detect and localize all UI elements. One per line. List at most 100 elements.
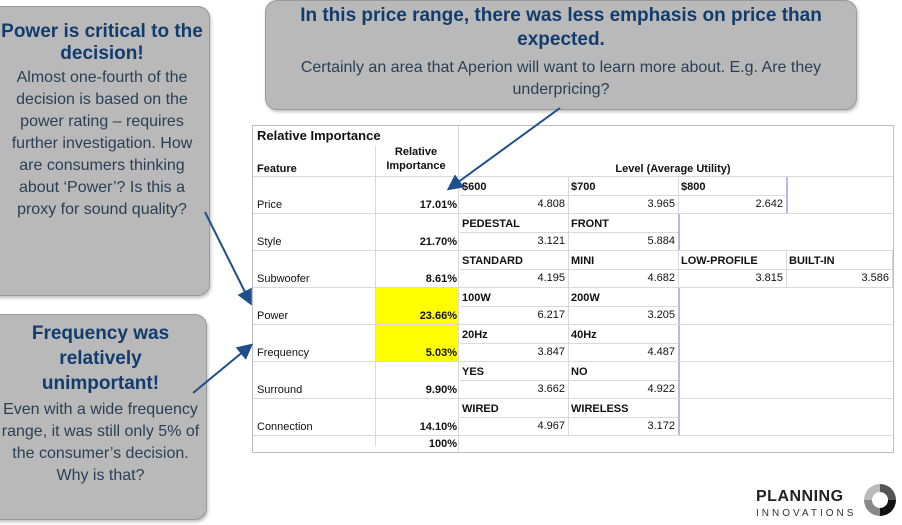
level-value: 4.967 <box>537 420 565 432</box>
level-label: $600 <box>462 181 487 193</box>
highlight-power <box>376 288 458 324</box>
logo-text-planning: PLANNING <box>756 488 844 505</box>
table-title: Relative Importance <box>257 128 381 143</box>
level-cell-divider <box>679 269 787 270</box>
row-divider <box>253 287 893 288</box>
callout-frequency-heading: Frequency was relatively unimportant! <box>31 323 170 394</box>
divider-feature-importance <box>375 146 376 446</box>
level-cell-divider <box>460 269 569 270</box>
callout-frequency-body: Even with a wide frequency range, it was… <box>1 401 200 484</box>
callout-price-heading: In this price range, there was less emph… <box>300 5 822 50</box>
level-label: PEDESTAL <box>462 218 520 230</box>
level-cell-divider <box>460 417 569 418</box>
level-end-marker <box>678 399 680 435</box>
level-label: MINI <box>571 255 595 267</box>
logo-mark-icon <box>864 484 896 516</box>
level-cell-border <box>568 362 569 398</box>
level-cell-divider <box>679 195 787 196</box>
level-value: 6.217 <box>537 309 565 321</box>
level-cell-divider <box>569 343 679 344</box>
feature-style: Style <box>257 236 282 248</box>
level-value: 3.965 <box>647 198 675 210</box>
level-cell-border <box>568 325 569 361</box>
importance-total: 100% <box>428 438 457 450</box>
feature-power: Power <box>257 310 289 322</box>
header-importance-line1: Relative <box>394 146 438 158</box>
divider-importance-levels <box>458 126 459 452</box>
importance-frequency: 5.03% <box>425 347 457 359</box>
level-value: 3.662 <box>537 383 565 395</box>
feature-connection: Connection <box>257 421 313 433</box>
arrow-power <box>204 211 252 306</box>
row-divider <box>253 361 893 362</box>
level-value: 3.172 <box>647 420 675 432</box>
importance-subwoofer: 8.61% <box>425 273 457 285</box>
importance-connection: 14.10% <box>419 421 457 433</box>
level-value: 4.682 <box>647 272 675 284</box>
level-cell-divider <box>569 380 679 381</box>
level-cell-divider <box>460 195 569 196</box>
level-end-marker <box>678 325 680 361</box>
level-value: 4.487 <box>647 346 675 358</box>
level-cell-divider <box>569 306 679 307</box>
level-end-marker <box>786 177 788 213</box>
level-cell-divider <box>569 232 679 233</box>
level-value: 4.922 <box>647 383 675 395</box>
level-cell-border <box>568 251 569 287</box>
relative-importance-table: Relative Importance Feature Relative Impor… <box>252 125 894 453</box>
feature-subwoofer: Subwoofer <box>257 273 310 285</box>
level-cell-divider <box>569 195 679 196</box>
importance-price: 17.01% <box>419 199 457 211</box>
level-label: 40Hz <box>571 329 597 341</box>
importance-power: 23.66% <box>419 310 457 322</box>
level-cell-border <box>678 251 679 287</box>
row-divider <box>253 398 893 399</box>
divider-header <box>253 176 893 177</box>
level-label: YES <box>462 366 485 378</box>
level-end-marker <box>678 214 680 250</box>
level-cell-border <box>678 177 679 213</box>
level-value: 5.884 <box>647 235 675 247</box>
level-value: 3.847 <box>537 346 565 358</box>
level-label: $800 <box>681 181 706 193</box>
level-label: 100W <box>462 292 491 304</box>
feature-surround: Surround <box>257 384 303 396</box>
level-cell-border <box>786 251 787 287</box>
level-label: BUILT-IN <box>789 255 835 267</box>
level-label: STANDARD <box>462 255 523 267</box>
level-cell-border <box>892 251 893 287</box>
importance-style: 21.70% <box>419 236 457 248</box>
level-cell-border <box>568 399 569 435</box>
level-value: 2.642 <box>755 198 783 210</box>
level-label: NO <box>571 366 588 378</box>
row-divider <box>253 435 893 436</box>
level-cell-divider <box>569 269 679 270</box>
feature-price: Price <box>257 199 283 211</box>
level-end-marker <box>678 288 680 324</box>
level-label: 20Hz <box>462 329 488 341</box>
level-cell-divider <box>460 380 569 381</box>
level-label: FRONT <box>571 218 609 230</box>
callout-price: In this price range, there was less emph… <box>265 0 857 110</box>
header-level: Level (Average Utility) <box>615 163 731 175</box>
highlight-frequency <box>376 325 458 361</box>
row-divider <box>253 324 893 325</box>
callout-power: Power is critical to the decision! Almos… <box>0 6 210 296</box>
level-end-marker <box>678 362 680 398</box>
level-cell-divider <box>460 343 569 344</box>
level-value: 3.205 <box>647 309 675 321</box>
importance-surround: 9.90% <box>425 384 457 396</box>
level-value: 3.586 <box>861 272 889 284</box>
level-cell-border <box>568 177 569 213</box>
level-cell-divider <box>460 306 569 307</box>
level-cell-border <box>568 214 569 250</box>
level-cell-divider <box>569 417 679 418</box>
level-cell-divider <box>460 232 569 233</box>
level-cell-divider <box>787 269 893 270</box>
header-feature: Feature <box>257 163 297 175</box>
level-value: 4.195 <box>537 272 565 284</box>
level-value: 3.815 <box>755 272 783 284</box>
level-cell-border <box>568 288 569 324</box>
header-importance-line2: Importance <box>386 160 446 172</box>
level-value: 3.121 <box>537 235 565 247</box>
